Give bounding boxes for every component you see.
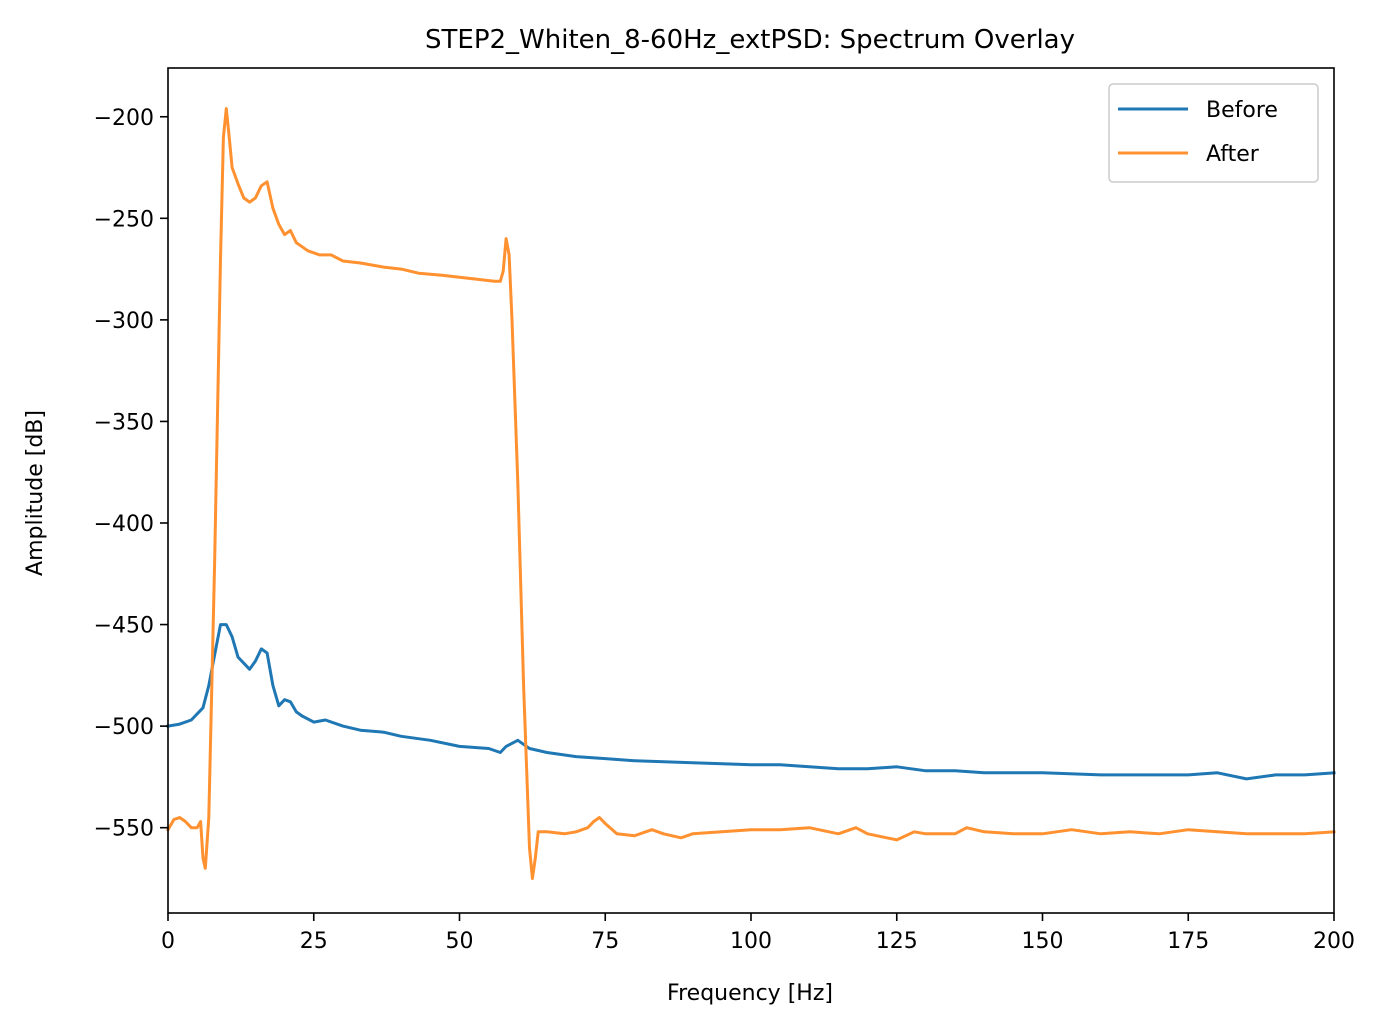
y-tick-label: −250 xyxy=(94,207,154,232)
y-axis-label: Amplitude [dB] xyxy=(23,410,48,576)
y-axis-ticks: −200 −250 −300 −350 −400 −450 −500 −550 xyxy=(94,106,168,842)
y-tick-label: −400 xyxy=(94,512,154,537)
series-line-before xyxy=(166,623,1336,781)
x-tick-label: 125 xyxy=(876,929,918,954)
x-tick-label: 25 xyxy=(300,929,328,954)
legend-label-after: After xyxy=(1206,142,1260,167)
y-tick-label: −500 xyxy=(94,715,154,740)
y-tick-label: −200 xyxy=(94,106,154,131)
legend-label-before: Before xyxy=(1206,98,1278,123)
y-tick-label: −350 xyxy=(94,410,154,435)
x-axis-label: Frequency [Hz] xyxy=(667,981,833,1006)
plot-lines xyxy=(165,107,1336,880)
series-line-after xyxy=(165,107,1336,880)
x-tick-label: 150 xyxy=(1022,929,1064,954)
legend: Before After xyxy=(1108,83,1319,183)
y-tick-label: −550 xyxy=(94,817,154,842)
x-tick-label: 0 xyxy=(161,929,175,954)
chart-title: STEP2_Whiten_8-60Hz_extPSD: Spectrum Ove… xyxy=(425,25,1075,55)
x-tick-label: 200 xyxy=(1313,929,1355,954)
x-tick-label: 50 xyxy=(446,929,474,954)
x-tick-label: 100 xyxy=(730,929,772,954)
x-axis-ticks: 0 25 50 75 100 125 150 175 200 xyxy=(161,913,1355,954)
y-tick-label: −450 xyxy=(94,614,154,639)
x-tick-label: 75 xyxy=(591,929,619,954)
x-tick-label: 175 xyxy=(1167,929,1209,954)
y-tick-label: −300 xyxy=(94,309,154,334)
